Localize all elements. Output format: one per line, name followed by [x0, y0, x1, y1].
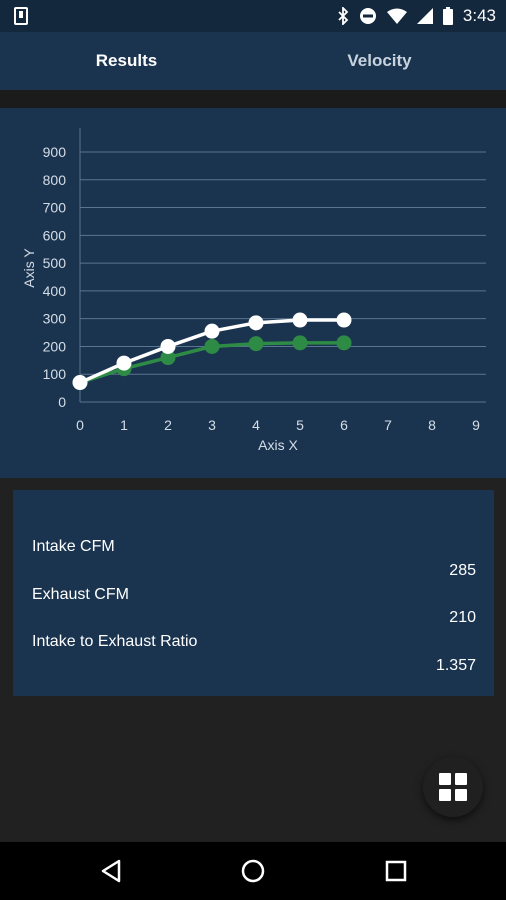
x-tick-label: 9: [472, 417, 480, 433]
data-point-series-1: [292, 335, 308, 351]
do-not-disturb-icon: [359, 8, 376, 24]
intake-cfm-label: Intake CFM: [32, 538, 115, 555]
x-tick-label: 6: [340, 417, 348, 433]
ratio-label: Intake to Exhaust Ratio: [32, 633, 198, 650]
y-tick-label: 800: [43, 172, 67, 188]
y-axis-title: Axis Y: [21, 248, 37, 288]
data-point-series-1: [336, 335, 352, 351]
data-point-series-0: [292, 312, 308, 328]
data-point-series-1: [160, 350, 176, 366]
x-tick-label: 0: [76, 417, 84, 433]
y-tick-label: 300: [43, 311, 67, 327]
y-tick-label: 600: [43, 227, 67, 243]
x-tick-label: 2: [164, 417, 172, 433]
data-point-series-0: [204, 323, 220, 339]
bluetooth-icon: [338, 7, 349, 25]
recents-icon[interactable]: [382, 857, 410, 885]
cell-signal-icon: [416, 8, 433, 24]
data-point-series-0: [248, 315, 264, 331]
home-icon[interactable]: [239, 857, 267, 885]
screenshot-icon: [14, 7, 28, 25]
intake-cfm-value: 285: [449, 562, 476, 579]
battery-icon: [442, 7, 453, 25]
grid-view-icon: [439, 773, 467, 801]
tabs-divider: [0, 90, 506, 108]
results-card: Intake CFM 285 Exhaust CFM 210 Intake to…: [13, 490, 494, 696]
data-point-series-0: [160, 338, 176, 354]
grid-view-button[interactable]: [423, 757, 483, 817]
x-tick-label: 1: [120, 417, 128, 433]
data-point-series-0: [116, 355, 132, 371]
x-tick-label: 5: [296, 417, 304, 433]
data-point-series-1: [248, 336, 264, 352]
x-tick-label: 4: [252, 417, 260, 433]
x-tick-label: 3: [208, 417, 216, 433]
x-tick-label: 8: [428, 417, 436, 433]
x-axis-title: Axis X: [258, 437, 298, 453]
clock: 3:43: [462, 6, 496, 25]
line-chart: 0 100 200 300 400 500 600 700 800 900 0 1 2 3 4 5 6 7 8 9 Ax…: [21, 128, 486, 453]
y-tick-label: 100: [43, 366, 67, 382]
wifi-icon: [386, 8, 407, 24]
y-tick-label: 200: [43, 338, 67, 354]
chart-card: 0 100 200 300 400 500 600 700 800 900 0 1 2 3 4 5 6 7 8 9 Ax…: [0, 108, 506, 478]
ratio-value: 1.357: [435, 657, 476, 674]
nav-bar: [0, 842, 506, 900]
tab-results[interactable]: Results: [95, 51, 158, 70]
y-tick-label: 500: [43, 255, 67, 271]
exhaust-cfm-value: 210: [449, 609, 476, 626]
tab-bar: Results Velocity: [0, 32, 506, 90]
data-point-series-0: [72, 375, 88, 391]
tab-velocity[interactable]: Velocity: [347, 51, 412, 70]
x-tick-label: 7: [384, 417, 392, 433]
data-point-series-1: [204, 338, 220, 354]
y-tick-label: 400: [43, 283, 67, 299]
status-bar: 3:43: [0, 0, 506, 32]
y-tick-label: 900: [43, 144, 67, 160]
y-tick-label: 0: [58, 394, 66, 410]
back-icon[interactable]: [97, 857, 125, 885]
data-point-series-0: [336, 312, 352, 328]
y-tick-label: 700: [43, 200, 67, 216]
exhaust-cfm-label: Exhaust CFM: [32, 586, 129, 603]
